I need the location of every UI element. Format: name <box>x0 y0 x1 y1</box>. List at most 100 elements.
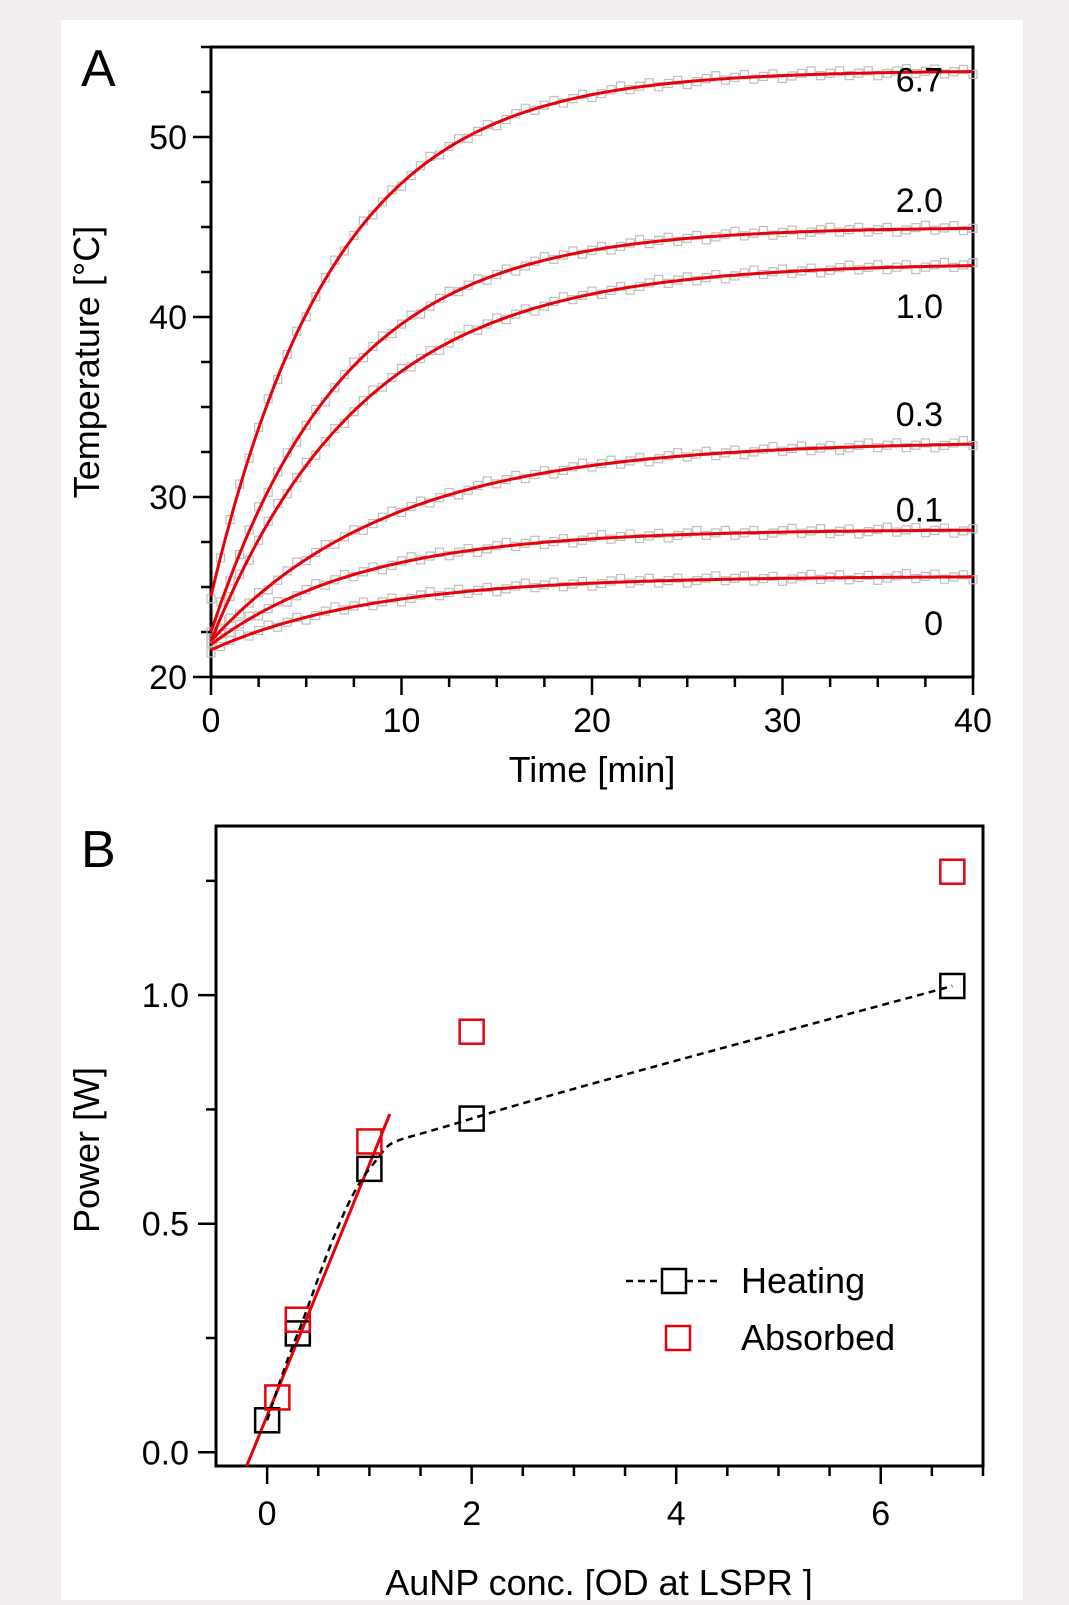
y-tick-label-b: 1.0 <box>142 977 189 1015</box>
data-marker-a <box>311 292 321 302</box>
data-marker-a <box>920 438 930 448</box>
y-tick-label-b: 0.0 <box>142 1434 189 1472</box>
data-marker-a <box>844 575 854 585</box>
panel-letter-a: A <box>81 40 116 98</box>
data-marker-a <box>473 126 483 136</box>
fit-lines-b <box>245 984 953 1467</box>
data-marker-a <box>273 467 283 477</box>
data-marker-a <box>539 539 549 550</box>
data-marker-a <box>844 524 854 534</box>
tick-marks-a <box>193 45 975 695</box>
data-marker-a <box>482 582 492 593</box>
data-marker-a <box>749 576 759 586</box>
absorbed-point <box>458 1018 485 1045</box>
data-marker-a <box>349 407 359 417</box>
data-marker-a <box>901 260 911 270</box>
curve-label-6.7: 6.7 <box>896 61 943 99</box>
curve-label-1.0: 1.0 <box>896 288 943 326</box>
tick-labels-b: 0 2 4 6 0.0 0.5 1.0 <box>142 977 890 1533</box>
data-marker-a <box>415 353 426 364</box>
data-marker-a <box>577 576 588 587</box>
data-marker-a <box>463 543 473 554</box>
measured-data-a <box>206 64 978 658</box>
y-tick-label-a: 20 <box>149 659 187 697</box>
data-marker-a <box>958 225 969 236</box>
data-marker-a <box>349 230 359 241</box>
data-marker-a <box>673 573 683 583</box>
data-marker-a <box>615 459 626 469</box>
data-marker-a <box>901 443 911 453</box>
curve-label-2.0: 2.0 <box>896 182 943 220</box>
y-axis-title-b: Power [W] <box>66 1067 107 1233</box>
data-marker-a <box>939 523 950 533</box>
data-marker-a <box>320 436 330 447</box>
data-marker-a <box>844 70 854 81</box>
data-marker-a <box>377 197 388 207</box>
y-tick-label-a: 40 <box>149 299 187 337</box>
data-marker-a <box>806 446 816 456</box>
absorbed-point <box>356 1128 383 1155</box>
x-tick-label-a: 20 <box>573 702 611 740</box>
data-marker-a <box>358 396 368 406</box>
data-marker-a <box>882 222 892 232</box>
data-marker-a <box>825 528 835 539</box>
data-marker-a <box>596 241 607 252</box>
data-marker-a <box>882 265 892 275</box>
heating-trend-line <box>265 984 953 1421</box>
curve-labels-a: 6.7 2.0 1.0 0.3 0.1 0 <box>896 61 943 643</box>
data-marker-a <box>806 263 816 273</box>
fit-curve-6.7 <box>209 70 974 597</box>
data-marker-a <box>263 603 273 614</box>
data-marker-a <box>768 571 778 581</box>
y-tick-label-a: 50 <box>149 119 187 157</box>
data-marker-a <box>730 530 740 540</box>
data-marker-a <box>673 75 683 85</box>
heating-point <box>284 1320 312 1347</box>
y-tick-label-a: 30 <box>149 479 187 517</box>
data-marker-a <box>273 575 283 585</box>
x-axis-title-b: AuNP conc. [OD at LSPR ] <box>385 1562 813 1600</box>
y-tick-label-b: 0.5 <box>142 1206 189 1244</box>
legend-absorbed-label: Absorbed <box>741 1317 895 1358</box>
data-marker-a <box>958 64 969 75</box>
fit-curve-0.1 <box>210 528 973 646</box>
data-marker-a <box>654 578 664 588</box>
heating-point <box>356 1155 383 1183</box>
data-marker-a <box>368 341 378 352</box>
data-marker-a <box>863 570 873 580</box>
data-marker-a <box>863 66 873 76</box>
legend-heating-label: Heating <box>741 1260 865 1301</box>
data-marker-a <box>692 230 702 241</box>
x-tick-label-b: 0 <box>258 1495 277 1533</box>
legend-absorbed-marker <box>664 1324 692 1352</box>
absorbed-point <box>264 1384 291 1411</box>
data-marker-a <box>463 588 473 599</box>
x-tick-label-a: 0 <box>202 702 221 740</box>
absorbed-point <box>284 1306 312 1333</box>
fit-curve-0 <box>210 575 973 652</box>
data-marker-a <box>387 372 397 383</box>
data-marker-a <box>301 420 311 430</box>
data-marker-a <box>558 534 569 544</box>
x-tick-label-b: 6 <box>871 1495 890 1533</box>
fit-curves-a <box>209 70 974 652</box>
data-marker-a <box>730 445 740 455</box>
data-marker-a <box>768 230 778 240</box>
curve-label-0.3: 0.3 <box>896 396 943 434</box>
tick-labels-a: 0 10 20 30 40 20 30 40 50 <box>149 119 992 740</box>
data-marker-a <box>635 533 645 544</box>
linear-fit-line <box>245 1113 392 1467</box>
data-marker-a <box>654 82 664 92</box>
absorbed-point <box>939 858 966 885</box>
data-marker-a <box>406 171 416 181</box>
data-marker-a <box>692 276 702 286</box>
data-marker-a <box>358 352 368 363</box>
data-marker-a <box>339 369 349 380</box>
data-marker-a <box>768 69 778 79</box>
y-axis-title-a: Temperature [°C] <box>66 226 107 499</box>
fit-curve-1.0 <box>209 264 974 642</box>
data-marker-a <box>387 593 397 603</box>
data-marker-a <box>673 236 683 246</box>
data-marker-a <box>254 535 264 545</box>
